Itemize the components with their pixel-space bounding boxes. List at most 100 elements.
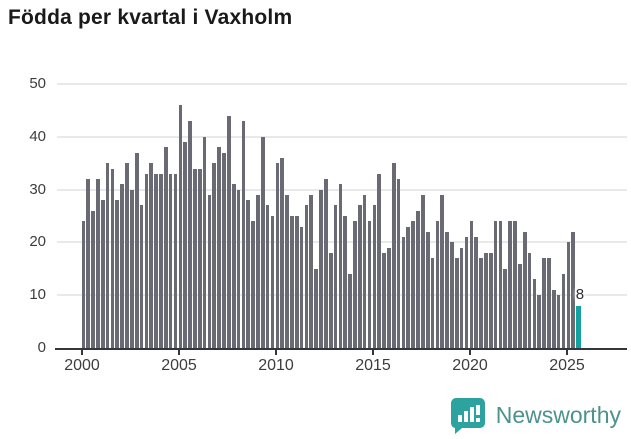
bar-2014Q2 [357, 205, 362, 348]
bar-2011Q3 [304, 205, 309, 348]
y-tick-label-50: 50 [29, 75, 46, 92]
y-tick-label-40: 40 [29, 127, 46, 145]
gridline-y-50 [57, 83, 627, 85]
bar-2000Q4 [96, 179, 100, 348]
bar-2024Q2 [551, 289, 556, 348]
bar-2014Q4 [367, 221, 372, 348]
bar-2005Q4 [193, 168, 197, 348]
bar-2012Q2 [319, 189, 323, 348]
bar-highlight-2025Q3 [576, 305, 582, 348]
bar-2001Q3 [110, 168, 115, 348]
bar-2000Q2 [86, 179, 91, 348]
page-title: Födda per kvartal i Vaxholm [8, 6, 293, 29]
bar-2004Q1 [159, 173, 163, 348]
bar-2012Q1 [314, 268, 318, 348]
bar-2023Q1 [527, 253, 532, 348]
bar-2008Q1 [236, 189, 241, 348]
bar-2015Q4 [387, 247, 391, 348]
bar-2010Q1 [275, 163, 280, 348]
y-tick-label-30: 30 [29, 180, 46, 198]
bar-2015Q2 [377, 173, 382, 348]
bar-2021Q2 [493, 221, 498, 348]
bar-2021Q4 [503, 268, 508, 348]
bar-2020Q1 [469, 221, 474, 348]
bar-2016Q2 [396, 179, 401, 348]
bar-2010Q3 [285, 194, 289, 348]
bar-2024Q3 [556, 295, 561, 348]
x-tick-2020 [469, 348, 471, 355]
bar-2013Q4 [348, 274, 352, 348]
x-tick-2005 [178, 348, 180, 355]
newsworthy-logo-icon [450, 396, 486, 434]
bar-2012Q4 [328, 253, 333, 348]
bar-2011Q4 [309, 194, 314, 348]
bar-2016Q1 [391, 163, 396, 348]
bar-2018Q1 [430, 258, 435, 348]
bar-2014Q3 [362, 194, 367, 348]
bar-2005Q3 [188, 121, 192, 348]
bar-2004Q2 [163, 147, 168, 348]
x-tick-label-2020: 2020 [452, 357, 488, 374]
bar-2007Q3 [227, 115, 231, 348]
bar-2022Q1 [508, 221, 512, 348]
bar-2018Q3 [440, 194, 445, 348]
bar-2000Q1 [81, 221, 86, 348]
bar-2005Q1 [178, 105, 183, 348]
bar-2000Q3 [91, 210, 95, 348]
bar-2014Q1 [353, 221, 357, 348]
x-tick-label-2010: 2010 [258, 357, 294, 374]
bar-2024Q1 [547, 258, 551, 348]
bar-2021Q1 [488, 253, 493, 348]
bar-2021Q3 [498, 221, 503, 348]
bar-2001Q1 [100, 200, 105, 348]
x-tick-2000 [81, 348, 83, 355]
bar-2013Q3 [343, 216, 348, 348]
bar-2010Q4 [290, 216, 294, 348]
latest-value-annotation: 8 [575, 285, 585, 303]
bar-2019Q4 [464, 237, 469, 348]
y-tick-label-20: 20 [29, 233, 46, 251]
bar-2003Q3 [149, 163, 154, 348]
bar-2022Q3 [518, 263, 522, 348]
bar-2010Q2 [280, 157, 285, 348]
bar-2009Q3 [265, 205, 270, 348]
bar-2006Q2 [202, 136, 207, 348]
bar-2008Q4 [251, 221, 255, 348]
bar-2003Q4 [154, 173, 158, 348]
bar-2022Q2 [513, 221, 517, 348]
bar-2018Q2 [435, 221, 440, 348]
bar-2019Q1 [450, 242, 454, 348]
x-tick-2010 [275, 348, 277, 355]
bar-2023Q3 [537, 295, 542, 348]
y-tick-label-10: 10 [29, 286, 46, 304]
bar-2019Q2 [454, 258, 459, 348]
bar-2008Q3 [246, 200, 251, 348]
bar-2001Q2 [105, 163, 110, 348]
bar-2025Q1 [566, 242, 571, 348]
bar-2022Q4 [522, 231, 527, 348]
x-tick-label-2005: 2005 [161, 357, 197, 374]
bar-2006Q3 [207, 194, 212, 348]
bar-2016Q4 [406, 226, 411, 348]
bar-2013Q1 [333, 205, 338, 348]
bar-2007Q2 [222, 152, 226, 348]
bar-2012Q3 [324, 179, 328, 348]
newsworthy-branding: Newsworthy [450, 396, 621, 434]
bar-2020Q2 [474, 237, 479, 348]
bar-2019Q3 [459, 247, 464, 348]
bar-chart-plot-area: 8 [55, 83, 627, 355]
bar-2002Q2 [125, 163, 129, 348]
x-tick-label-2000: 2000 [64, 357, 100, 374]
bar-2025Q2 [571, 231, 576, 348]
bar-2009Q4 [270, 216, 275, 348]
bar-2005Q2 [183, 142, 188, 348]
bar-2007Q4 [231, 184, 236, 348]
x-tick-2025 [566, 348, 568, 355]
bar-2016Q3 [401, 237, 406, 348]
x-axis-line [55, 348, 627, 350]
bar-2006Q1 [197, 168, 202, 348]
bar-2023Q2 [532, 279, 537, 348]
y-tick-label-0: 0 [37, 339, 46, 356]
bar-2017Q1 [411, 221, 415, 348]
bar-2004Q4 [173, 173, 178, 348]
